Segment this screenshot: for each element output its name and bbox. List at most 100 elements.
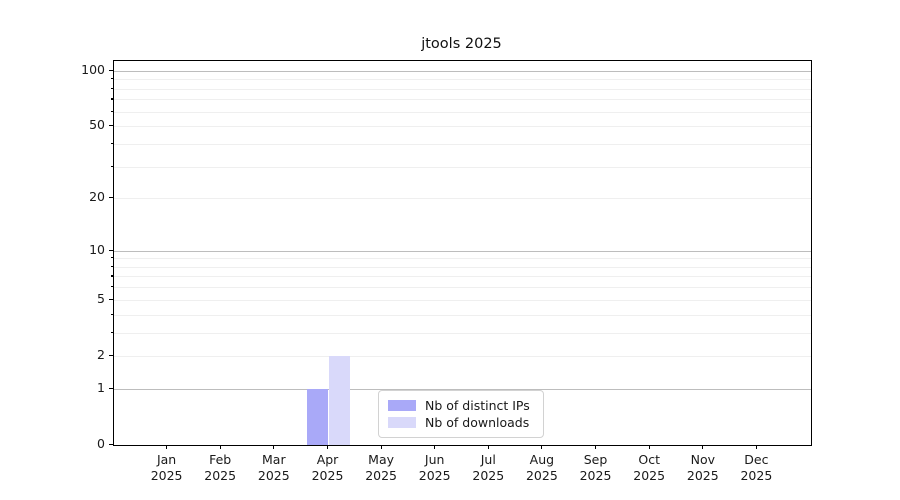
gridline-minor [114,126,811,128]
y-axis-tick-label: 2 [97,346,105,362]
gridline-minor [114,79,811,81]
x-axis-tick [219,445,221,450]
y-axis-tick-label: 10 [89,241,105,257]
y-axis-tick [109,69,113,71]
x-tick-year: 2025 [633,467,666,483]
legend: Nb of distinct IPs Nb of downloads [378,390,544,438]
x-tick-year: 2025 [418,467,451,483]
x-tick-month: Mar [262,452,286,467]
x-axis-tick-label: Jun 2025 [405,452,465,483]
x-tick-year: 2025 [472,467,505,483]
y-axis-tick-label: 0 [97,436,105,451]
gridline-minor [114,111,811,113]
y-axis-tick [109,125,113,127]
x-tick-year: 2025 [579,467,612,483]
legend-swatch-distinct-ips [388,400,416,411]
y-axis-minor-tick [110,331,113,333]
gridline-minor [114,299,811,301]
y-axis-minor-tick [110,313,113,315]
y-axis-minor-tick [110,98,113,100]
y-axis-tick [109,444,113,446]
y-axis-tick [109,387,113,389]
x-axis-tick-label: Dec 2025 [726,452,786,483]
legend-swatch-downloads [388,417,416,428]
legend-row-downloads: Nb of downloads [388,414,534,431]
gridline-minor [114,355,811,357]
plot-area [113,60,812,446]
x-tick-month: Jan [156,452,177,467]
gridline-minor [114,266,811,268]
gridline-minor [114,287,811,289]
y-axis-tick [109,298,113,300]
y-axis-minor-tick [110,142,113,145]
y-axis-tick [109,249,113,251]
legend-label-distinct-ips: Nb of distinct IPs [425,398,530,413]
x-axis-tick [487,445,489,450]
x-tick-year: 2025 [257,467,290,483]
x-tick-year: 2025 [311,467,344,483]
gridline-minor [114,258,811,260]
gridline-minor [114,332,811,334]
y-axis-minor-tick [110,257,113,259]
x-tick-month: May [368,452,395,467]
x-axis-tick-label: Feb 2025 [190,452,250,483]
x-tick-year: 2025 [365,467,397,483]
y-axis-tick [109,354,113,357]
x-axis-tick-label: Jan 2025 [137,452,197,483]
y-axis-minor-tick [110,110,113,112]
gridline-minor [114,166,811,168]
x-tick-year: 2025 [740,467,773,483]
x-axis-tick-label: Aug 2025 [512,452,572,483]
x-axis-tick [648,445,650,450]
y-axis-tick-label: 5 [97,290,105,306]
y-axis-tick [109,197,113,199]
x-tick-month: Feb [209,452,232,467]
y-axis-tick-label: 20 [89,189,105,205]
x-axis-tick [166,445,168,450]
gridline-major [114,250,811,252]
x-axis-tick-label: May 2025 [351,452,411,483]
y-axis-minor-tick [110,165,113,167]
x-axis-tick-label: Jul 2025 [458,452,518,483]
x-tick-year: 2025 [686,467,719,483]
chart-title: jtools 2025 [421,36,502,52]
x-axis-tick-label: Nov 2025 [673,452,733,483]
x-tick-month: Oct [638,452,660,467]
gridline-major [114,388,811,390]
x-axis-tick-label: Oct 2025 [619,452,679,483]
gridline-minor [114,314,811,316]
x-axis-tick [273,445,275,450]
bar-nb-of-distinct-ips [307,388,329,445]
y-axis-minor-tick [110,286,113,288]
y-axis-tick-label: 100 [81,61,105,77]
gridline-minor [114,198,811,200]
y-axis-minor-tick [110,265,113,268]
gridline-minor [114,88,811,90]
x-tick-month: Jun [424,452,445,467]
x-tick-month: Jul [480,452,496,467]
x-axis-tick [541,445,543,450]
legend-row-distinct-ips: Nb of distinct IPs [388,397,534,414]
x-axis-tick [326,445,329,450]
y-axis-tick-label: 50 [89,117,105,133]
x-axis-tick [434,445,436,450]
x-axis-tick-label: Mar 2025 [244,452,304,483]
x-axis-tick [702,445,704,450]
x-tick-year: 2025 [150,467,183,483]
bar-nb-of-downloads [328,355,350,445]
legend-label-downloads: Nb of downloads [425,415,530,430]
y-axis-minor-tick [110,87,113,89]
x-axis-tick [755,445,757,450]
x-tick-month: Apr [316,452,339,467]
x-tick-month: Nov [690,452,715,467]
x-axis-tick-label: Sep 2025 [566,452,626,483]
y-axis-minor-tick [110,78,113,80]
x-axis-tick [380,445,382,450]
gridline-minor [114,99,811,101]
x-tick-month: Dec [744,452,769,467]
y-axis-minor-tick [110,275,113,277]
gridline-minor [114,143,811,145]
x-axis-tick-label: Apr 2025 [298,452,358,483]
x-axis-tick [594,445,597,450]
